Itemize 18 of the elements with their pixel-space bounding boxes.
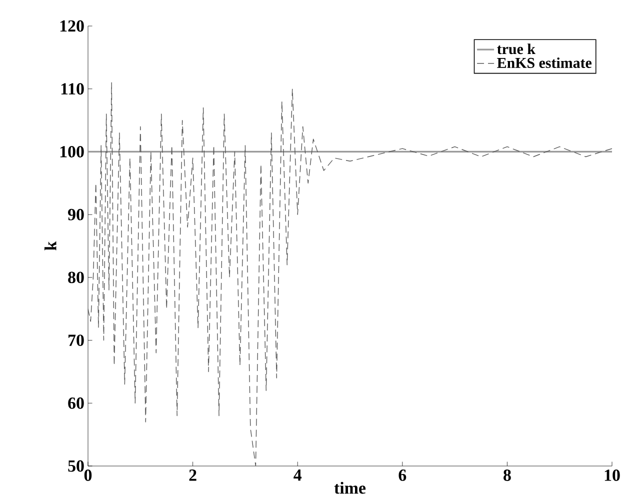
y-tick-label: 110 [61, 83, 84, 95]
x-tick-label: 0 [84, 470, 92, 481]
y-axis-title: k [44, 241, 56, 250]
y-tick-label: 70 [68, 334, 84, 346]
legend-label: true k [497, 44, 536, 54]
y-tick-label: 90 [68, 208, 84, 220]
x-tick-label: 10 [604, 470, 620, 481]
y-tick-label: 80 [68, 272, 84, 284]
x-tick-label: 4 [294, 470, 302, 481]
y-tick-label: 50 [68, 460, 84, 472]
y-tick-label: 100 [60, 146, 84, 158]
y-tick-label: 120 [60, 20, 84, 32]
legend-label: EnKS estimate [497, 57, 592, 68]
x-tick-label: 2 [189, 470, 196, 481]
x-tick-label: 8 [504, 470, 511, 481]
x-tick-label: 6 [398, 470, 406, 481]
x-axis-title: time [334, 482, 366, 494]
y-tick-label: 60 [68, 397, 84, 409]
